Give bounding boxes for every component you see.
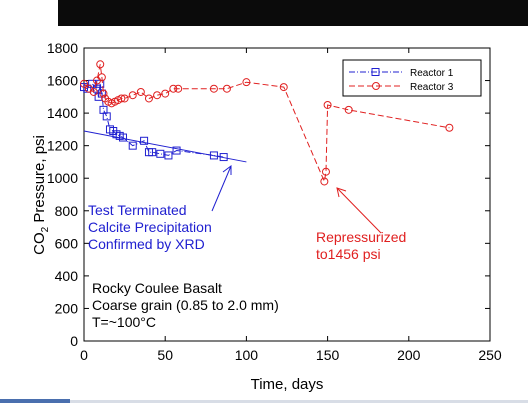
reactor-3-point: [144, 94, 153, 103]
y-tick-label: 1000: [47, 170, 78, 186]
annotation-repressurized-line-1: Repressurized: [316, 229, 406, 245]
reactor-3-point: [174, 84, 183, 93]
bottom-divider-strip: [70, 400, 528, 403]
arrow-repressurized: [336, 187, 382, 234]
annotation-repressurized-line-2: to1456 psi: [316, 246, 381, 262]
legend-box: [342, 59, 482, 97]
x-tick-label: 200: [397, 347, 421, 363]
reactor-1-point: [148, 148, 157, 157]
reactor-3-point: [161, 89, 170, 98]
x-tick-label: 150: [316, 347, 340, 363]
reactor-3-point: [136, 87, 145, 96]
reactor-3-point: [96, 60, 105, 69]
reactor-3-point: [321, 167, 330, 176]
y-tick-label: 200: [55, 300, 79, 316]
reactor-1-point: [164, 151, 173, 160]
y-tick-label: 1600: [47, 73, 78, 89]
y-axis-ticks: 0 200 400 600 800 1000 1200 1400 1600 1800: [47, 40, 490, 349]
y-tick-label: 0: [70, 333, 78, 349]
reactor-3-point: [120, 94, 129, 103]
reactor-1-point: [118, 133, 127, 142]
legend: Reactor 1 Reactor 3: [342, 59, 482, 97]
reactor-1-point: [140, 136, 149, 145]
reactor-3-point: [97, 73, 106, 82]
y-tick-label: 800: [55, 203, 79, 219]
reactor-3-point: [153, 91, 162, 100]
y-tick-label: 600: [55, 235, 79, 251]
y-axis-label-rest: Pressure, psi: [31, 135, 48, 227]
annotation-sample-info-line-1: Rocky Coulee Basalt: [92, 280, 222, 296]
y-tick-label: 400: [55, 268, 79, 284]
annotation-repressurized: Repressurized to1456 psi: [316, 229, 410, 262]
reactor-1-point: [156, 149, 165, 158]
reactor-1-point: [219, 153, 228, 162]
annotation-test-terminated-line-2: Calcite Precipitation: [88, 219, 212, 235]
reactor-3-point: [209, 84, 218, 93]
x-axis-label: Time, days: [251, 376, 324, 393]
y-tick-label: 1200: [47, 138, 78, 154]
reactor-3-point: [320, 177, 329, 186]
reactor-3-point: [242, 78, 251, 87]
x-tick-label: 0: [80, 347, 88, 363]
reactor-1-point: [209, 151, 218, 160]
annotation-sample-info-line-3: T=~100°C: [92, 314, 156, 330]
annotation-sample-info-line-2: Coarse grain (0.85 to 2.0 mm): [92, 297, 279, 313]
y-axis-label-subscript: 2: [40, 226, 51, 232]
arrow-test-terminated: [211, 165, 232, 212]
reactor-3-point: [344, 105, 353, 114]
plot-area-frame: [83, 47, 491, 342]
reactor-3-point: [80, 79, 88, 88]
legend-reactor-1-marker: [371, 68, 380, 76]
x-tick-label: 250: [478, 347, 502, 363]
reactor-3-point: [117, 94, 126, 103]
y-axis-label: CO2 Pressure, psi: [31, 135, 51, 255]
reactor-3-point: [222, 84, 231, 93]
y-tick-label: 1400: [47, 105, 78, 121]
reactor-1-point: [99, 105, 108, 114]
annotation-test-terminated-line-3: Confirmed by XRD: [88, 236, 205, 252]
reactor-3-point: [445, 123, 454, 132]
x-tick-label: 50: [157, 347, 173, 363]
reactor-3-point: [279, 83, 288, 92]
reactor-3-point: [323, 100, 332, 109]
reactor-3-point: [89, 87, 98, 96]
reactor-1-point: [102, 112, 111, 121]
top-dark-band: [58, 0, 528, 26]
series-layer: [80, 60, 454, 186]
reactor-3-line: [83, 64, 450, 184]
annotation-sample-info: Rocky Coulee Basalt Coarse grain (0.85 t…: [92, 280, 283, 330]
legend-reactor-1-label: Reactor 1: [410, 68, 454, 79]
reactor-3-point: [128, 91, 137, 100]
legend-reactor-3-marker: [372, 82, 380, 90]
x-axis-ticks: 0 50 100 150 200 250: [80, 48, 502, 363]
reactor-3-point: [99, 89, 108, 98]
x-tick-label: 100: [235, 347, 259, 363]
y-tick-label: 1800: [47, 40, 78, 56]
annotation-test-terminated-line-1: Test Terminated: [88, 202, 187, 218]
annotation-test-terminated: Test Terminated Calcite Precipitation Co…: [88, 202, 216, 252]
legend-reactor-3-label: Reactor 3: [410, 82, 454, 93]
y-axis-label-main: CO: [31, 232, 48, 255]
bottom-left-color-strip: [0, 399, 70, 403]
reactor-1-point: [128, 141, 137, 150]
reactor-3-point: [169, 84, 178, 93]
reactor-1-point: [172, 146, 181, 155]
